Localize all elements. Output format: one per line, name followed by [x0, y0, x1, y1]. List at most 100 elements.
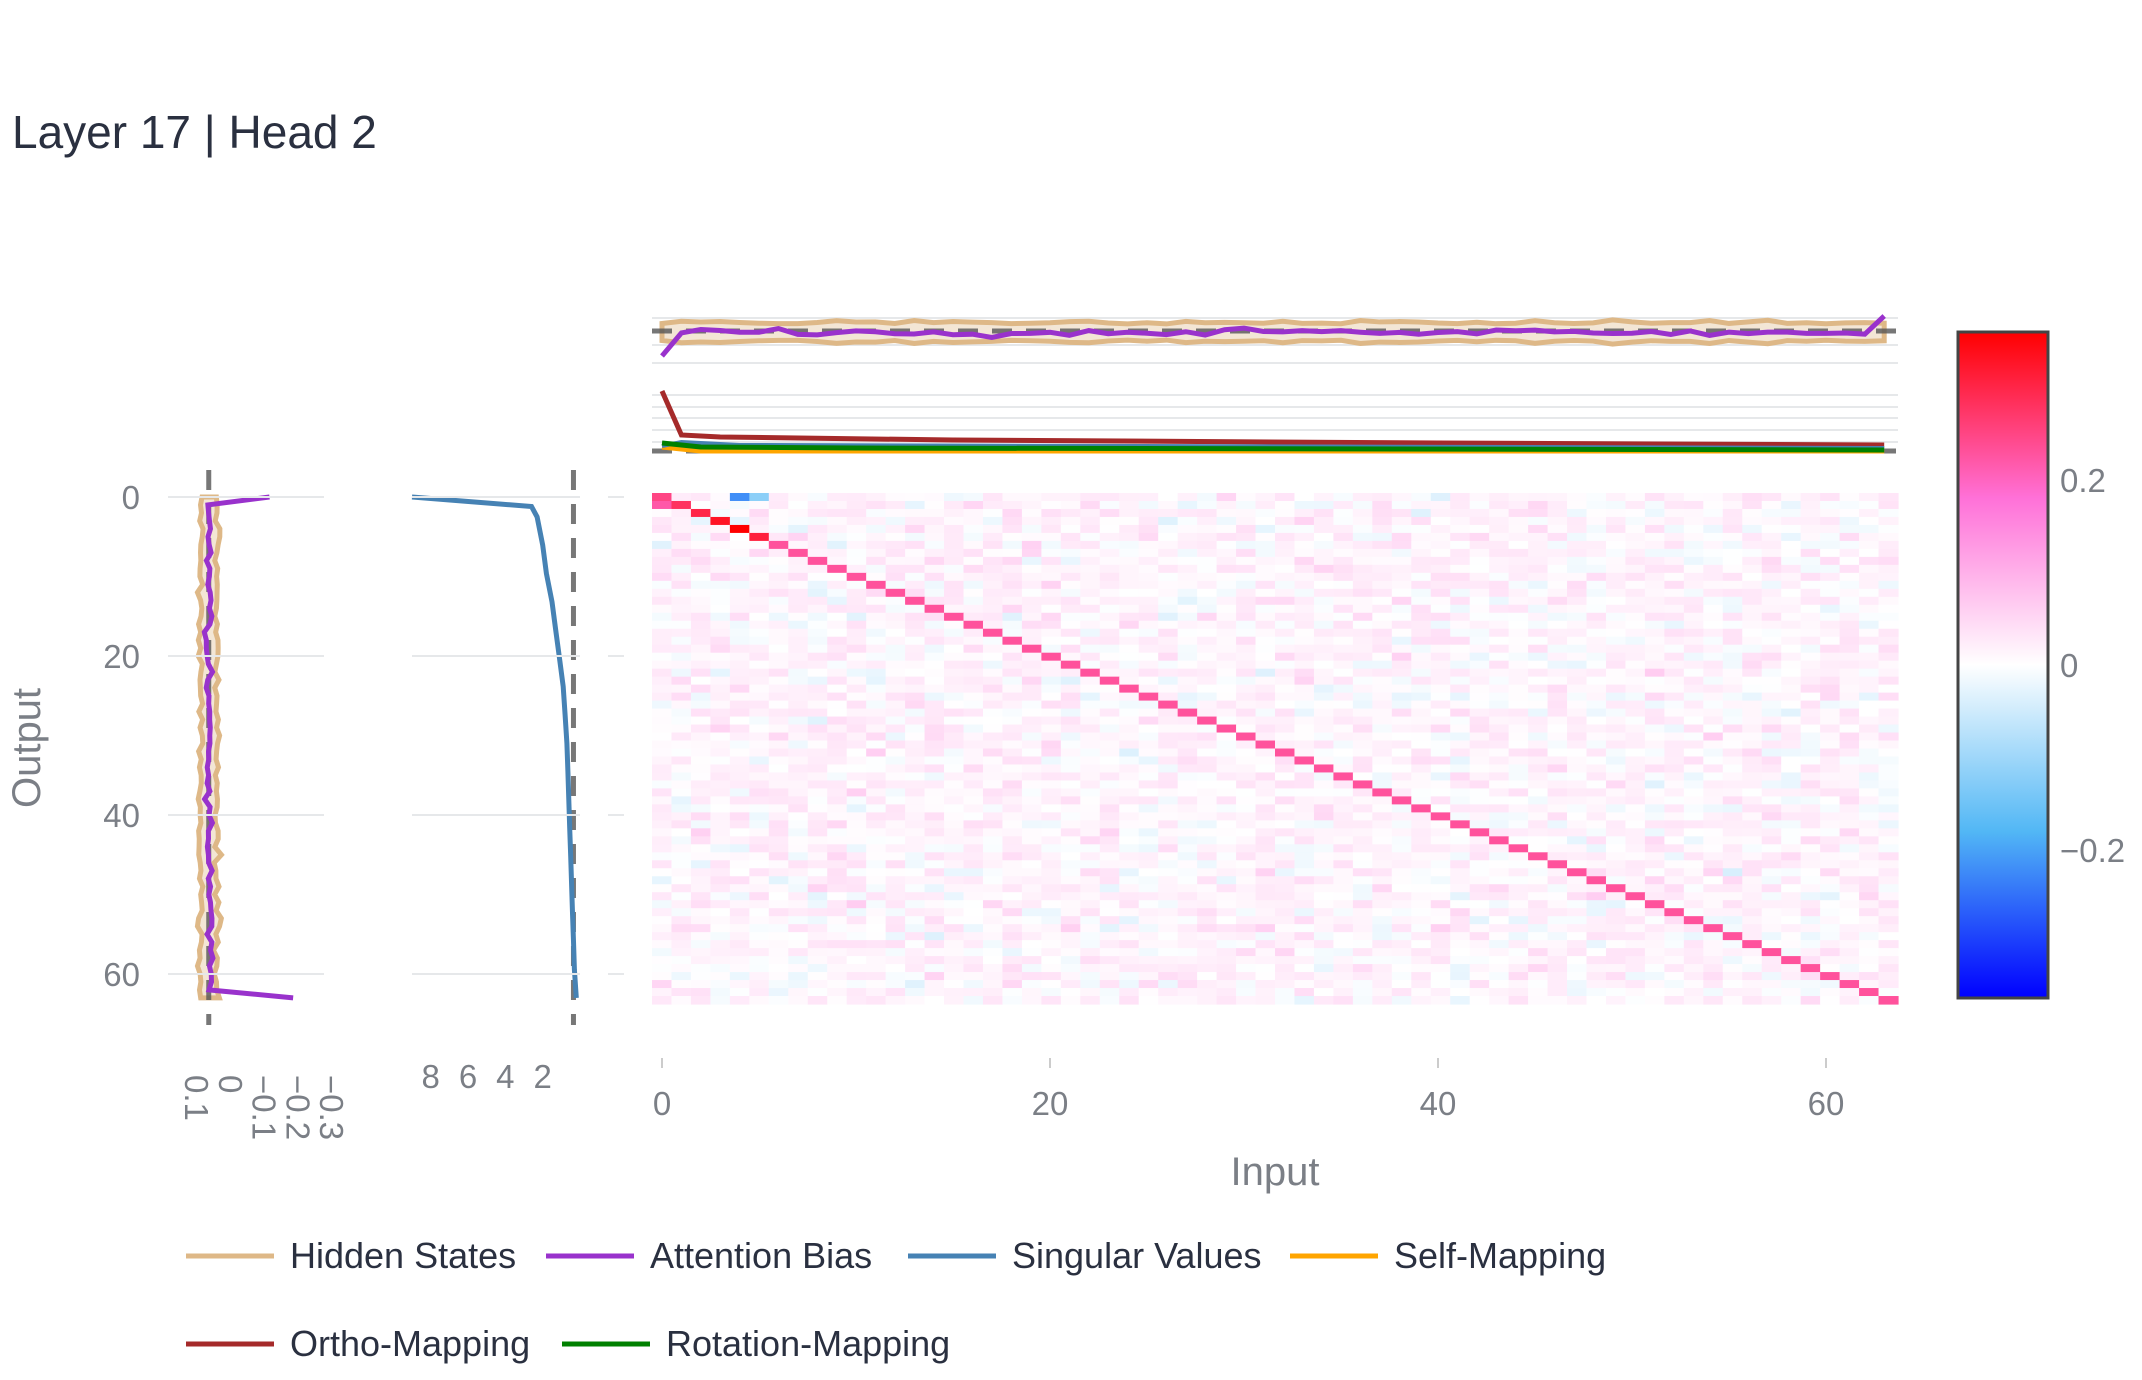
heatmap-cell [1664, 604, 1685, 614]
heatmap-cell [1430, 652, 1451, 662]
heatmap-cell [1547, 788, 1568, 797]
heatmap-cell [1021, 596, 1042, 606]
heatmap-cell [1313, 684, 1335, 694]
heatmap-cell [671, 756, 692, 766]
heatmap-cell [1333, 564, 1354, 574]
heatmap-cell [690, 636, 712, 646]
heatmap-cell [1625, 772, 1646, 782]
heatmap-cell [710, 628, 731, 638]
heatmap-cell [1800, 956, 1821, 965]
heatmap-cell [1586, 988, 1607, 997]
heatmap-cell [1236, 908, 1257, 917]
heatmap-cell [788, 780, 809, 790]
heatmap-cell [1859, 868, 1880, 877]
heatmap-cell [1275, 932, 1296, 941]
heatmap-cell [1041, 564, 1062, 574]
heatmap-cell [846, 756, 867, 766]
heatmap-cell [905, 740, 926, 750]
heatmap-cell [866, 860, 887, 869]
heatmap-cell [1372, 884, 1393, 893]
heatmap[interactable] [652, 493, 1899, 1005]
heatmap-cell [729, 908, 750, 917]
heatmap-cell [1430, 980, 1451, 989]
heatmap-cell [1060, 532, 1081, 542]
heatmap-cell [1781, 756, 1802, 766]
heatmap-cell [1605, 684, 1627, 694]
heatmap-cell [1294, 908, 1315, 917]
heatmap-cell [1859, 604, 1880, 614]
heatmap-cell [1021, 948, 1042, 957]
heatmap-cell [924, 828, 945, 837]
heatmap-cell [788, 588, 809, 598]
heatmap-cell [1605, 732, 1627, 742]
heatmap-cell [1255, 988, 1276, 997]
heatmap-cell [1528, 708, 1549, 718]
heatmap-cell [1761, 604, 1782, 614]
heatmap-cell [1216, 612, 1237, 622]
heatmap-cell [1859, 493, 1880, 502]
heatmap-cell [1489, 828, 1510, 837]
heatmap-cell [1781, 892, 1802, 901]
heatmap-cell [652, 820, 673, 829]
heatmap-cell [1333, 852, 1354, 861]
heatmap-cell [866, 932, 887, 941]
heatmap-cell [1099, 932, 1120, 941]
heatmap-cell [1820, 604, 1841, 614]
left-x-tick-label: 0 [212, 1075, 249, 1093]
heatmap-cell [1119, 924, 1140, 933]
heatmap-cell [1352, 972, 1373, 981]
heatmap-cell [1489, 676, 1510, 686]
heatmap-cell [652, 732, 673, 742]
heatmap-cell [788, 740, 809, 750]
heatmap-cell [846, 844, 867, 853]
heatmap-cell [1820, 548, 1841, 558]
heatmap-cell [905, 876, 926, 885]
heatmap-cell [1391, 628, 1412, 638]
heatmap-cell [1099, 572, 1120, 582]
heatmap-cell [924, 916, 945, 925]
heatmap-cell [1236, 964, 1257, 973]
heatmap-cell [1528, 636, 1549, 646]
heatmap-cell [749, 516, 770, 526]
heatmap-cell [982, 908, 1004, 917]
heatmap-cell [671, 596, 692, 606]
heatmap-cell [1508, 628, 1529, 638]
heatmap-cell [1216, 628, 1237, 638]
heatmap-cell [827, 892, 848, 901]
sv-x-tick-label: 2 [533, 1058, 551, 1095]
heatmap-cell [690, 956, 712, 965]
heatmap-cell [1508, 836, 1529, 845]
heatmap-cell [729, 948, 750, 957]
heatmap-cell [1547, 493, 1568, 502]
heatmap-cell [1547, 916, 1568, 925]
heatmap-cell [1372, 724, 1393, 734]
heatmap-cell [1761, 516, 1782, 526]
heatmap-cell [788, 620, 809, 630]
heatmap-cell [1391, 996, 1412, 1005]
heatmap-cell [1021, 580, 1042, 590]
heatmap-cell [982, 948, 1004, 957]
heatmap-cell [905, 908, 926, 917]
heatmap-cell [1080, 996, 1101, 1005]
attention-bias-line-left [201, 494, 294, 1001]
heatmap-cell [1236, 780, 1257, 790]
heatmap-cell [1177, 820, 1198, 829]
heatmap-cell [652, 612, 673, 622]
heatmap-cell [1605, 580, 1627, 590]
heatmap-cell [1430, 900, 1451, 909]
heatmap-cell [982, 708, 1004, 718]
heatmap-cell [1391, 788, 1412, 797]
heatmap-cell [846, 884, 867, 893]
heatmap-cell [1430, 876, 1451, 885]
heatmap-cell [1177, 676, 1198, 686]
heatmap-cell [1099, 820, 1120, 829]
heatmap-cell [1625, 972, 1646, 981]
heatmap-cell [1469, 700, 1490, 710]
heatmap-cell [846, 852, 867, 861]
heatmap-cell [1644, 540, 1665, 550]
heatmap-cell [1372, 772, 1393, 782]
heatmap-cell [1099, 900, 1120, 909]
heatmap-cell [1644, 660, 1665, 670]
heatmap-cell [1567, 684, 1588, 694]
heatmap-cell [1567, 884, 1588, 893]
